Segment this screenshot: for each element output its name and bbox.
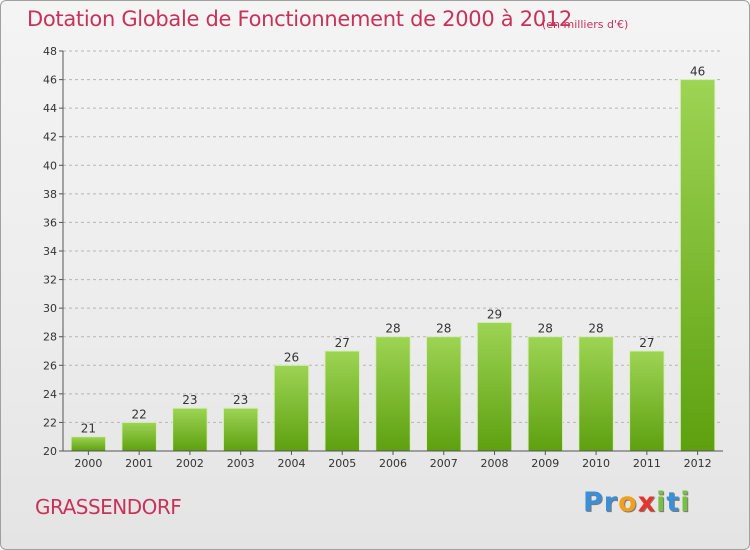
logo-letter: r	[603, 487, 619, 518]
chart-subtitle: (en milliers d'€)	[542, 18, 629, 31]
bar-value-label: 29	[487, 307, 502, 321]
bar-value-label: 23	[233, 393, 248, 407]
x-tick-label: 2007	[430, 457, 458, 470]
bar	[222, 407, 259, 452]
bar	[121, 421, 157, 452]
bar-value-label: 23	[182, 393, 197, 407]
bar	[527, 336, 564, 452]
bar-value-label: 21	[81, 422, 96, 436]
x-tick-label: 2001	[125, 457, 153, 470]
y-tick-label: 24	[43, 388, 57, 401]
bar-value-label: 28	[588, 322, 603, 336]
y-tick-label: 44	[43, 102, 57, 115]
y-tick-label: 36	[43, 216, 57, 229]
bar-value-label: 22	[132, 407, 147, 421]
labels: 20 22 24 26 28 30 32 34 36 38 40 42 44 46 48 2000 21 2001…	[43, 45, 712, 470]
y-tick-label: 20	[43, 445, 57, 458]
y-tick-label: 46	[43, 74, 57, 87]
x-tick-label: 2003	[227, 457, 255, 470]
y-tick-label: 48	[43, 45, 57, 58]
x-tick-label: 2005	[328, 457, 356, 470]
y-tick-label: 22	[43, 416, 57, 429]
proxiti-logo[interactable]: Proxiti	[583, 487, 691, 518]
logo-letter: i	[656, 487, 667, 518]
y-tick-label: 34	[43, 245, 57, 258]
logo-letter: t	[666, 487, 681, 518]
y-tick-label: 42	[43, 131, 57, 144]
x-tick-label: 2010	[582, 457, 610, 470]
bar	[426, 336, 462, 452]
x-tick-label: 2004	[277, 457, 305, 470]
bar-value-label: 28	[385, 322, 400, 336]
logo-letter: o	[618, 487, 638, 518]
bar	[70, 436, 107, 452]
bar-value-label: 28	[538, 322, 553, 336]
x-tick-label: 2006	[379, 457, 407, 470]
bar	[375, 336, 411, 452]
chart-title: Dotation Globale de Fonctionnement de 20…	[27, 7, 572, 31]
y-tick-label: 32	[43, 274, 57, 287]
x-tick-label: 2009	[531, 457, 559, 470]
axes	[59, 50, 723, 455]
x-tick-label: 2011	[633, 457, 661, 470]
bar-value-label: 27	[335, 336, 350, 350]
y-tick-label: 28	[43, 331, 57, 344]
bar	[476, 321, 513, 452]
city-name: GRASSENDORF	[35, 495, 182, 519]
x-tick-label: 2008	[481, 457, 509, 470]
bar-value-label: 26	[284, 350, 299, 364]
bar-value-label: 27	[639, 336, 654, 350]
x-tick-label: 2012	[684, 457, 712, 470]
bar	[172, 407, 208, 452]
bar-value-label: 28	[436, 322, 451, 336]
y-tick-label: 40	[43, 159, 57, 172]
logo-letter: P	[583, 487, 604, 518]
y-tick-label: 38	[43, 188, 57, 201]
bar-value-label: 46	[690, 65, 705, 79]
x-tick-label: 2002	[176, 457, 204, 470]
bars	[70, 79, 716, 452]
x-tick-label: 2000	[74, 457, 102, 470]
y-tick-label: 30	[43, 302, 57, 315]
bar	[629, 350, 665, 452]
logo-letter: i	[680, 487, 691, 518]
bar	[273, 364, 310, 452]
logo-letter: x	[637, 487, 657, 518]
bar	[679, 79, 716, 452]
bar	[324, 350, 360, 452]
y-tick-label: 26	[43, 359, 57, 372]
bar	[578, 336, 614, 452]
